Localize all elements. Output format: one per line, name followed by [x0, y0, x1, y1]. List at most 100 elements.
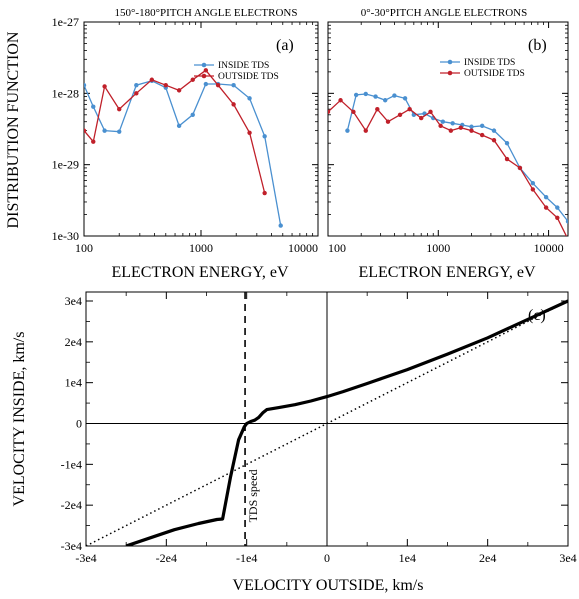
- data-point: [231, 102, 236, 107]
- series-outside-tds: [84, 68, 267, 196]
- data-point: [479, 123, 485, 129]
- data-point: [373, 94, 378, 99]
- data-point: [190, 112, 195, 118]
- data-point: [504, 156, 510, 162]
- data-point: [491, 138, 497, 143]
- data-point: [438, 123, 443, 129]
- data-point: [203, 81, 209, 87]
- data-point: [440, 119, 446, 124]
- data-point: [278, 223, 283, 228]
- panel-a-x-axis-label: ELECTRON ENERGY, eV: [111, 264, 288, 281]
- panel-b-y-ticks: [328, 21, 568, 237]
- data-point: [102, 84, 107, 89]
- data-point: [375, 106, 380, 112]
- data-point: [91, 139, 96, 144]
- data-point: [555, 205, 560, 210]
- y-tick-label: 1e-28: [52, 86, 79, 100]
- data-point: [117, 129, 122, 134]
- series-line: [84, 69, 266, 194]
- panel-c-x-ticks: -3e4 -2e4 -1e4 0 1e4 2e4 3e4: [75, 292, 577, 565]
- data-point: [262, 134, 267, 139]
- data-point: [247, 130, 252, 135]
- data-point: [117, 106, 122, 112]
- legend-outside-marker: [201, 73, 207, 79]
- data-point: [543, 194, 549, 200]
- identity-dotted-line: [86, 300, 568, 546]
- y-tick-label: 0: [76, 417, 82, 431]
- series-inside-tds: [345, 91, 568, 224]
- data-point: [555, 215, 560, 220]
- y-tick-label: -3e4: [61, 539, 82, 553]
- x-tick-label: 2e4: [479, 551, 496, 565]
- data-point: [247, 96, 252, 101]
- series-inside-tds: [84, 78, 283, 228]
- panel-a: 150°-180°PITCH ANGLE ELECTRONS (a) 1e-30…: [5, 7, 319, 281]
- panel-a-x-ticks: 100 1000 10000: [75, 22, 319, 255]
- data-point: [566, 237, 570, 241]
- panel-a-y-axis-label: DISTRIBUTION FUNCTION: [5, 31, 22, 228]
- x-tick-label: -3e4: [75, 551, 96, 565]
- y-tick-label: 1e-29: [52, 158, 79, 172]
- legend-outside-marker: [447, 70, 453, 76]
- data-point: [469, 124, 474, 129]
- panel-b-series: [328, 91, 570, 241]
- x-tick-label: 1000: [189, 241, 213, 255]
- data-point: [328, 109, 331, 115]
- velocity-mapping-curve: [125, 299, 568, 546]
- y-tick-label: 1e-27: [52, 15, 79, 29]
- legend-inside-marker: [447, 59, 453, 65]
- legend-outside-label: OUTSIDE TDS: [464, 69, 525, 79]
- data-point: [504, 140, 510, 146]
- x-tick-label: 10000: [288, 241, 318, 255]
- x-tick-label: -2e4: [156, 551, 177, 565]
- data-point: [402, 96, 408, 101]
- panel-c-series: [86, 299, 568, 546]
- y-tick-label: -1e4: [61, 457, 82, 471]
- data-point: [479, 132, 485, 138]
- data-point: [450, 121, 455, 126]
- panel-a-legend: INSIDE TDS OUTSIDE TDS: [194, 61, 279, 82]
- data-point: [84, 83, 87, 88]
- panel-b: 0°-30°PITCH ANGLE ELECTRONS (b) 100 1000 1…: [327, 7, 570, 281]
- data-point: [530, 180, 536, 186]
- data-point: [392, 93, 397, 98]
- panel-b-title: 0°-30°PITCH ANGLE ELECTRONS: [361, 7, 527, 19]
- data-point: [338, 98, 343, 103]
- x-tick-label: 3e4: [559, 551, 576, 565]
- data-point: [84, 128, 87, 133]
- data-point: [469, 128, 474, 133]
- data-point: [176, 88, 182, 93]
- data-point: [262, 190, 267, 196]
- data-point: [102, 128, 107, 133]
- data-point: [382, 98, 388, 103]
- series-line: [346, 93, 568, 222]
- y-tick-label: 1e4: [65, 376, 82, 390]
- data-point: [491, 128, 497, 133]
- data-point: [363, 91, 368, 97]
- data-point: [231, 83, 236, 88]
- data-point: [428, 109, 433, 115]
- panel-a-label: (a): [276, 37, 294, 54]
- series-line: [84, 80, 282, 226]
- data-point: [543, 205, 549, 210]
- data-point: [134, 83, 139, 88]
- data-point: [345, 128, 350, 133]
- panel-c-y-axis-label: VELOCITY INSIDE, km/s: [11, 332, 28, 507]
- panel-a-frame: [83, 21, 319, 237]
- panel-c-y-ticks: -3e4 -2e4 -1e4 0 1e4 2e4 3e4: [61, 294, 568, 553]
- x-tick-label: 100: [75, 241, 93, 255]
- data-point: [215, 83, 221, 88]
- data-point: [351, 109, 356, 115]
- data-point: [419, 115, 424, 121]
- y-tick-label: 1e-30: [52, 229, 79, 243]
- data-point: [448, 128, 454, 133]
- legend-outside-label: OUTSIDE TDS: [218, 72, 279, 82]
- tds-speed-label: TDS speed: [246, 469, 260, 522]
- panel-b-legend: INSIDE TDS OUTSIDE TDS: [440, 58, 525, 79]
- legend-inside-label: INSIDE TDS: [464, 58, 515, 68]
- panel-b-x-axis-label: ELECTRON ENERGY, eV: [358, 264, 535, 281]
- panel-b-x-ticks: 100 1000 10000: [327, 22, 564, 255]
- data-point: [353, 92, 359, 98]
- panel-a-series: [84, 68, 283, 228]
